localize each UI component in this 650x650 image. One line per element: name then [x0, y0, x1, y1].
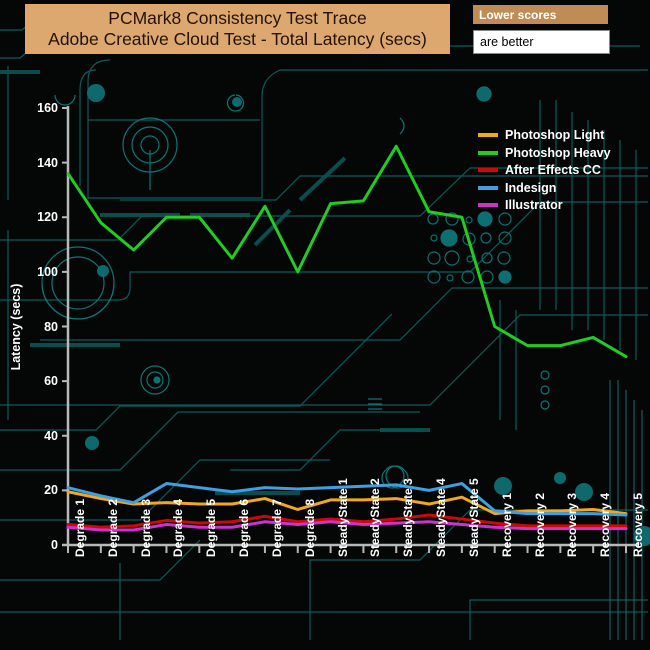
- page-title: PCMark8 Consistency Test Trace Adobe Cre…: [25, 4, 450, 54]
- x-tick-label: Recovery 3: [565, 492, 580, 557]
- y-tick-label: 60: [44, 374, 58, 389]
- x-tick-label: Degrade 3: [138, 498, 153, 557]
- y-tick-label: 100: [37, 264, 58, 279]
- legend-swatch-icon: [478, 203, 498, 207]
- x-tick-label: Recovery 1: [499, 492, 514, 557]
- legend-label: Photoshop Light: [505, 128, 605, 142]
- legend-item-1[interactable]: Photoshop Heavy: [478, 146, 611, 160]
- note-are-better-text: are better: [480, 35, 534, 49]
- series-line-0: [66, 490, 628, 516]
- x-tick-label: Recovery 4: [598, 492, 613, 557]
- x-tick-label: Degrade 6: [237, 498, 252, 557]
- x-tick-label: Recovery 5: [631, 492, 645, 557]
- y-tick-label: 20: [44, 483, 58, 498]
- legend-item-0[interactable]: Photoshop Light: [478, 128, 604, 142]
- note-lower-scores: Lower scores: [473, 5, 608, 24]
- title-line-1: PCMark8 Consistency Test Trace: [108, 8, 367, 28]
- y-tick-label: 160: [37, 101, 58, 115]
- x-tick-label: Recovery 2: [532, 492, 547, 557]
- legend-label: Photoshop Heavy: [505, 145, 611, 160]
- series-line-3: [66, 482, 628, 517]
- legend-label: Illustrator: [505, 198, 563, 212]
- x-tick-label: SteadyState 1: [335, 478, 350, 557]
- legend-swatch-icon: [478, 150, 498, 155]
- y-tick-label: 80: [44, 319, 58, 334]
- legend-swatch-icon: [478, 168, 498, 172]
- legend-item-4[interactable]: Illustrator: [478, 198, 563, 212]
- x-tick-label: Degrade 5: [204, 498, 219, 557]
- x-tick-label: SteadyState 5: [466, 478, 481, 557]
- y-axis-label: Latency (secs): [9, 283, 23, 371]
- x-tick-label: Degrade 7: [269, 498, 284, 557]
- legend-item-2[interactable]: After Effects CC: [478, 163, 601, 177]
- x-tick-label: SteadyState 2: [368, 478, 383, 557]
- y-tick-label: 40: [44, 428, 58, 443]
- series-line-4: [66, 520, 628, 532]
- y-tick-label: 0: [51, 538, 58, 552]
- legend-swatch-icon: [478, 133, 498, 137]
- series-line-2: [66, 513, 628, 529]
- y-tick-label: 120: [37, 210, 58, 225]
- legend-item-3[interactable]: Indesign: [478, 181, 556, 195]
- series-line-1: [66, 144, 628, 359]
- legend-label: Indesign: [505, 180, 557, 195]
- legend-label: After Effects CC: [505, 163, 601, 177]
- x-tick-label: Degrade 4: [171, 498, 186, 557]
- x-tick-label: SteadyState 3: [401, 478, 416, 557]
- note-are-better: are better: [473, 30, 610, 54]
- title-line-2: Adobe Creative Cloud Test - Total Latenc…: [48, 29, 427, 49]
- note-lower-scores-text: Lower scores: [479, 7, 557, 22]
- legend-swatch-icon: [478, 185, 498, 190]
- x-tick-label: Degrade 2: [105, 498, 120, 557]
- y-tick-label: 140: [37, 155, 58, 170]
- x-tick-label: Degrade 1: [73, 498, 87, 557]
- x-tick-label: SteadyState 4: [434, 478, 449, 557]
- x-tick-label: Degrade 8: [302, 498, 317, 557]
